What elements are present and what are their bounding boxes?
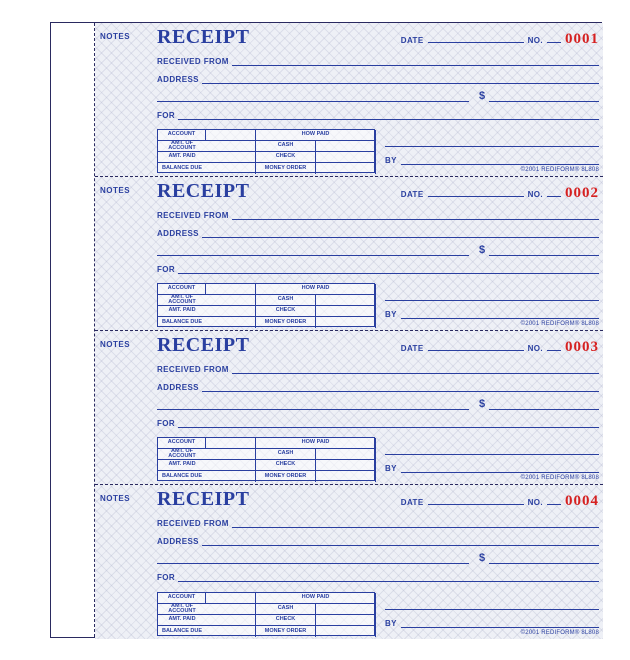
receipt: NOTES RECEIPT DATE NO. 0001 RECEIVED FRO… (95, 23, 603, 177)
received-from-label: RECEIVED FROM (157, 57, 229, 66)
amount-words-field[interactable] (157, 91, 469, 102)
notes-area: NOTES (100, 180, 152, 328)
for-label: FOR (157, 111, 175, 120)
date-field[interactable] (428, 31, 524, 43)
notes-area: NOTES (100, 488, 152, 636)
receipt: NOTES RECEIPT DATE NO. 0004 RECEIVED FRO… (95, 485, 603, 639)
copyright: ©2001 REDIFORM® 8L808 (385, 167, 599, 173)
row-cash: CASH (256, 141, 316, 152)
by-field[interactable] (401, 154, 599, 165)
for-field[interactable] (178, 109, 599, 120)
row-amt-account: AMT. OF ACCOUNT (158, 141, 206, 152)
no-line (547, 31, 561, 43)
received-from-field[interactable] (232, 55, 599, 66)
receipt: NOTES RECEIPT DATE NO. 0002 RECEIVED FRO… (95, 177, 603, 331)
receipt-title: RECEIPT (157, 180, 289, 203)
notes-label: NOTES (100, 32, 130, 41)
payment-table: ACCOUNT HOW PAID AMT. OF ACCOUNTCASH AMT… (157, 129, 375, 173)
payment-table: ACCOUNT HOW PAID AMT. OF ACCOUNTCASH AMT… (157, 592, 375, 636)
notes-label: NOTES (100, 494, 130, 503)
address-label: ADDRESS (157, 75, 199, 84)
no-label: NO. (528, 190, 543, 199)
amount-field[interactable] (489, 91, 599, 102)
no-line (547, 185, 561, 197)
receipt: NOTES RECEIPT DATE NO. 0003 RECEIVED FRO… (95, 331, 603, 485)
notes-label: NOTES (100, 340, 130, 349)
date-field[interactable] (428, 185, 524, 197)
row-balance-due: BALANCE DUE (158, 163, 206, 174)
payment-table: ACCOUNT HOW PAID AMT. OF ACCOUNTCASH AMT… (157, 283, 375, 327)
receipt-title: RECEIPT (157, 334, 289, 357)
date-label: DATE (401, 36, 424, 45)
receipt-number: 0001 (565, 31, 599, 48)
receipt-title: RECEIPT (157, 26, 289, 49)
by-label: BY (385, 156, 397, 165)
address-field[interactable] (202, 73, 599, 84)
dollar-sign: $ (475, 90, 489, 102)
row-check: CHECK (256, 152, 316, 163)
receipt-bottom: ACCOUNT HOW PAID AMT. OF ACCOUNTCASH AMT… (157, 584, 599, 636)
date-label: DATE (401, 190, 424, 199)
receipt-number: 0002 (565, 185, 599, 202)
no-label: NO. (528, 36, 543, 45)
notes-label: NOTES (100, 186, 130, 195)
stub-column (51, 23, 95, 637)
receipt-number: 0003 (565, 339, 599, 356)
receipt-bottom: ACCOUNT HOW PAID AMT. OF ACCOUNTCASH AMT… (157, 121, 599, 173)
notes-area: NOTES (100, 26, 152, 174)
receipt-number: 0004 (565, 493, 599, 510)
extra-line[interactable] (385, 136, 599, 147)
row-amt-paid: AMT. PAID (158, 152, 206, 163)
receipt-book: NOTES RECEIPT DATE NO. 0001 RECEIVED FRO… (50, 22, 602, 638)
receipt-bottom: ACCOUNT HOW PAID AMT. OF ACCOUNTCASH AMT… (157, 275, 599, 327)
notes-area: NOTES (100, 334, 152, 482)
th-how-paid: HOW PAID (256, 130, 376, 141)
receipt-bottom: ACCOUNT HOW PAID AMT. OF ACCOUNTCASH AMT… (157, 429, 599, 481)
payment-table: ACCOUNT HOW PAID AMT. OF ACCOUNTCASH AMT… (157, 437, 375, 481)
row-money-order: MONEY ORDER (256, 163, 316, 174)
receipt-title: RECEIPT (157, 488, 289, 511)
